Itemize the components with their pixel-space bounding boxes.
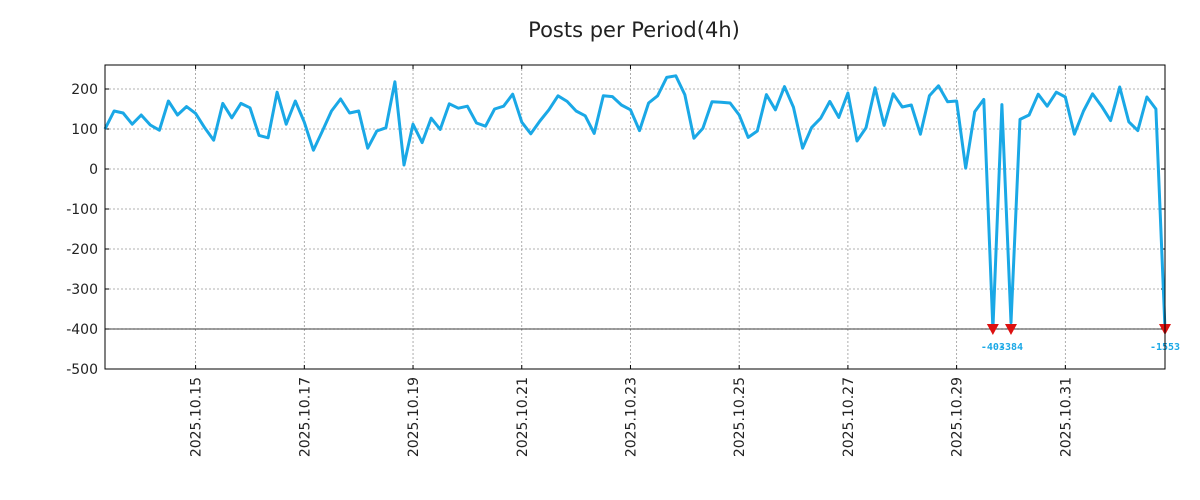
axis-layer: 200 100 0 -100 -200 -300 -400 -500 2025.10.15 202… <box>66 65 1165 457</box>
chart-title: Posts per Period(4h) <box>528 18 740 42</box>
series-line <box>103 74 1167 331</box>
x-tick-label: 2025.10.19 <box>406 377 422 457</box>
x-tick-label: 2025.10.15 <box>189 377 205 457</box>
clip-marker <box>986 324 999 335</box>
y-tick-label: 0 <box>89 162 98 178</box>
x-tick-label: 2025.10.31 <box>1058 377 1074 457</box>
x-tick-label: 2025.10.27 <box>841 377 857 457</box>
x-tick-label: 2025.10.23 <box>623 377 639 457</box>
y-tick-label: 100 <box>71 122 98 138</box>
series-layer <box>103 74 1167 331</box>
x-tick-label: 2025.10.29 <box>950 377 966 457</box>
plot-frame <box>104 64 1166 370</box>
marker-layer: -403-384 -1553 <box>981 324 1180 353</box>
x-tick-label: 2025.10.21 <box>515 377 531 457</box>
y-tick-label: -500 <box>66 362 98 378</box>
y-tick-label: -100 <box>66 202 98 218</box>
y-tick-label: 200 <box>71 82 98 98</box>
x-tick-label: 2025.10.25 <box>732 377 748 457</box>
y-tick-label: -300 <box>66 282 98 298</box>
clip-marker <box>1004 324 1017 335</box>
clip-value-label: -384 <box>999 342 1023 353</box>
clip-value-label: -403 <box>981 342 1005 353</box>
y-tick-label: -400 <box>66 322 98 338</box>
y-tick-label: -200 <box>66 242 98 258</box>
x-tick-label: 2025.10.17 <box>297 377 313 457</box>
